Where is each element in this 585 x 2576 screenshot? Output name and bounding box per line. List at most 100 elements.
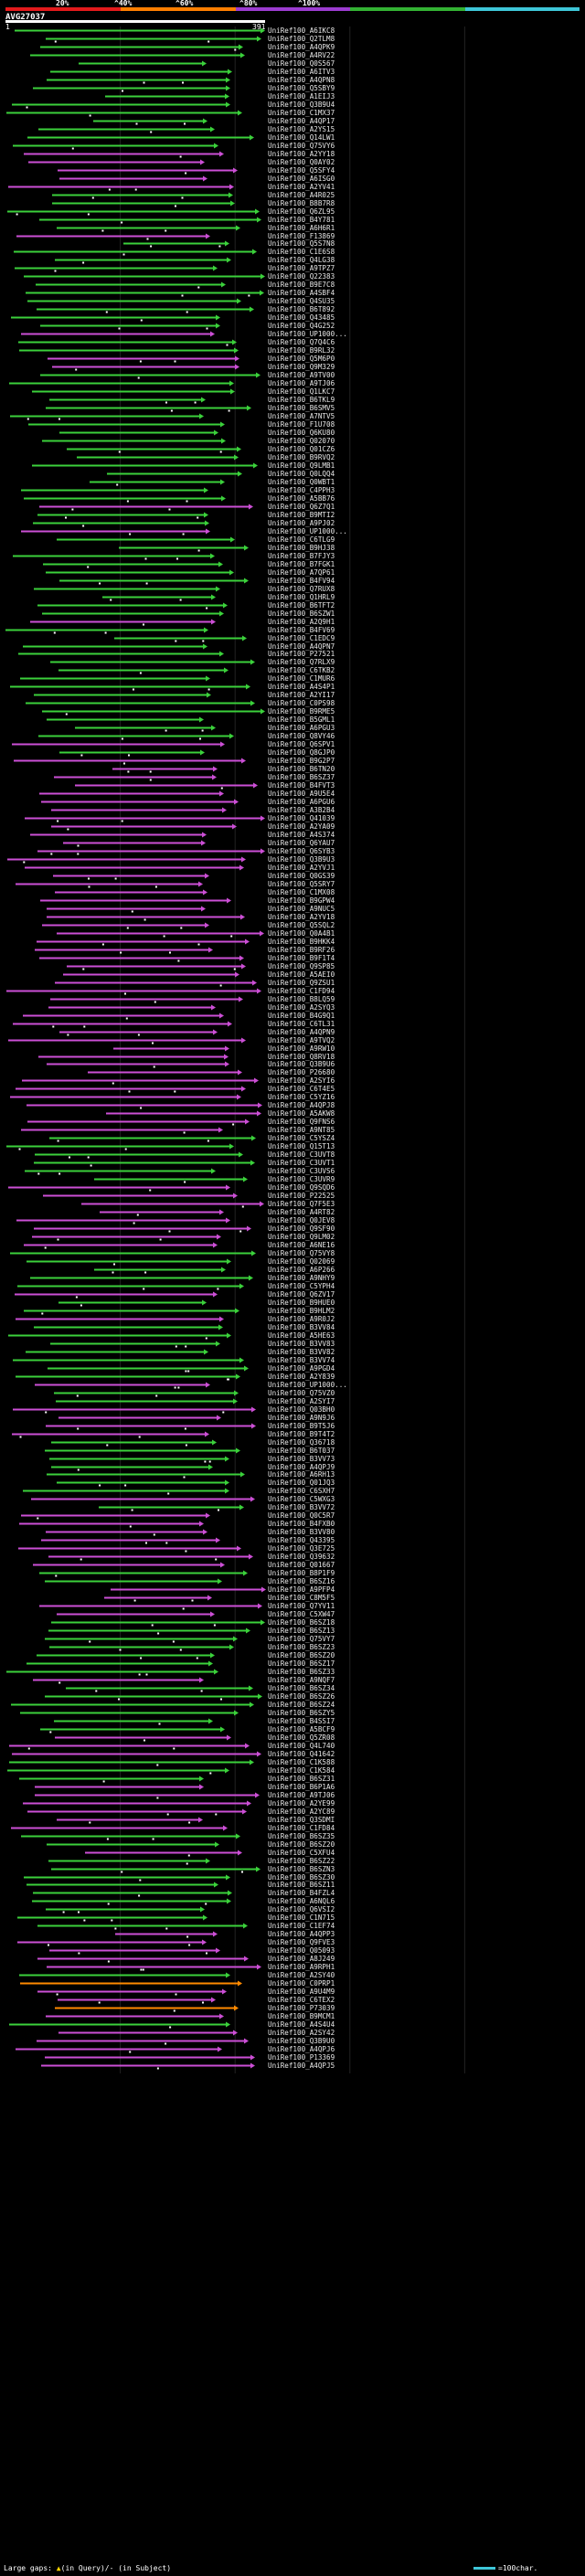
hit-alignment-bar[interactable] (34, 1225, 251, 1233)
hit-alignment-bar[interactable] (90, 479, 225, 486)
hit-alignment-bar[interactable] (37, 306, 254, 313)
hit-label[interactable]: UniRef100_A2Y839 (268, 1372, 335, 1381)
hit-label[interactable]: UniRef100_B9HKK4 (268, 937, 335, 946)
hit-label[interactable]: UniRef100_A4RV22 (268, 50, 335, 59)
hit-label[interactable]: UniRef100_A2SYQ3 (268, 1002, 335, 1012)
hit-label[interactable]: UniRef100_A9PFP4 (268, 1585, 335, 1594)
hit-label[interactable]: UniRef100_B4G9Q1 (268, 1011, 335, 1020)
hit-alignment-bar[interactable] (40, 323, 220, 330)
hit-label[interactable]: UniRef100_B9HLM2 (268, 1306, 335, 1315)
hit-alignment-bar[interactable] (43, 1193, 238, 1199)
hit-alignment-bar[interactable] (24, 151, 224, 158)
hit-label[interactable]: UniRef100_A2YI17 (268, 690, 335, 699)
hit-label[interactable]: UniRef100_A4QPJ8 (268, 1100, 335, 1109)
hit-label[interactable]: UniRef100_A9N9J6 (268, 1413, 335, 1422)
hit-alignment-bar[interactable] (55, 980, 257, 987)
hit-label[interactable]: UniRef100_A6PGU6 (268, 797, 335, 806)
hit-label[interactable]: UniRef100_B6SZ33 (268, 1667, 335, 1676)
hit-label[interactable]: UniRef100_P73039 (268, 2003, 335, 2012)
hit-alignment-bar[interactable] (8, 1184, 230, 1192)
hit-label[interactable]: UniRef100_B6SZ24 (268, 1700, 335, 1709)
hit-alignment-bar[interactable] (7, 1767, 229, 1775)
hit-alignment-bar[interactable] (37, 1923, 248, 1930)
hit-alignment-bar[interactable] (15, 27, 265, 34)
hit-label[interactable]: UniRef100_B3VV72 (268, 1502, 335, 1511)
hit-label[interactable]: UniRef100_Q3B9U4 (268, 100, 335, 109)
hit-alignment-bar[interactable] (47, 1964, 261, 1971)
hit-alignment-bar[interactable] (27, 134, 254, 141)
hit-alignment-bar[interactable] (15, 1291, 218, 1299)
hit-alignment-bar[interactable] (21, 1127, 223, 1134)
hit-alignment-bar[interactable] (50, 996, 243, 1003)
hit-alignment-bar[interactable] (58, 1997, 216, 2004)
hit-alignment-bar[interactable] (55, 257, 231, 264)
hit-alignment-bar[interactable] (115, 1931, 218, 1938)
hit-alignment-bar[interactable] (23, 1800, 251, 1807)
hit-alignment-bar[interactable] (18, 651, 224, 657)
hit-alignment-bar[interactable] (19, 347, 239, 354)
hit-alignment-bar[interactable] (19, 1776, 204, 1783)
hit-label[interactable]: UniRef100_A1EIJ3 (268, 91, 335, 101)
hit-label[interactable]: UniRef100_A9R0J2 (268, 1314, 335, 1323)
hit-alignment-bar[interactable] (77, 454, 239, 461)
hit-alignment-bar[interactable] (21, 528, 210, 535)
hit-label[interactable]: UniRef100_A6H6R1 (268, 223, 335, 232)
hit-alignment-bar[interactable] (6, 1669, 218, 1676)
hit-label[interactable]: UniRef100_Q9SP85 (268, 961, 335, 970)
hit-alignment-bar[interactable] (10, 1250, 256, 1256)
hit-alignment-bar[interactable] (41, 1537, 220, 1544)
hit-alignment-bar[interactable] (37, 1652, 215, 1659)
hit-alignment-bar[interactable] (43, 561, 223, 568)
hit-label[interactable]: UniRef100_Q6ZV17 (268, 1289, 335, 1299)
hit-label[interactable]: UniRef100_Q01JQ3 (268, 1478, 335, 1487)
hit-alignment-bar[interactable] (119, 545, 249, 552)
hit-alignment-bar[interactable] (45, 2054, 255, 2061)
hit-alignment-bar[interactable] (46, 405, 251, 412)
hit-label[interactable]: UniRef100_C6TL31 (268, 1019, 335, 1028)
hit-alignment-bar[interactable] (27, 1258, 231, 1266)
hit-alignment-bar[interactable] (47, 1061, 229, 1068)
hit-alignment-bar[interactable] (106, 1110, 261, 1117)
hit-label[interactable]: UniRef100_A4QPJ6 (268, 2044, 335, 2053)
hit-alignment-bar[interactable] (42, 922, 209, 929)
hit-alignment-bar[interactable] (30, 832, 207, 838)
hit-alignment-bar[interactable] (49, 397, 206, 404)
hit-label[interactable]: UniRef100_C6TLG9 (268, 535, 335, 544)
hit-alignment-bar[interactable] (23, 1012, 224, 1020)
hit-alignment-bar[interactable] (85, 1850, 242, 1857)
hit-label[interactable]: UniRef100_Q0A4B1 (268, 928, 335, 938)
hit-label[interactable]: UniRef100_Q1HRL9 (268, 592, 335, 601)
hit-label[interactable]: UniRef100_Q0C5R7 (268, 1511, 335, 1520)
hit-alignment-bar[interactable] (30, 619, 216, 626)
hit-alignment-bar[interactable] (17, 1914, 207, 1922)
hit-label[interactable]: UniRef100_A7QP61 (268, 567, 335, 577)
hit-alignment-bar[interactable] (27, 1660, 213, 1667)
hit-label[interactable]: UniRef100_Q6SYB3 (268, 846, 335, 855)
hit-label[interactable]: UniRef100_A5AEI0 (268, 970, 335, 979)
hit-label[interactable]: UniRef100_B3VV82 (268, 1347, 335, 1356)
hit-label[interactable]: UniRef100_C1E6S8 (268, 247, 335, 256)
hit-alignment-bar[interactable] (57, 1611, 215, 1617)
hit-alignment-bar[interactable] (57, 1817, 203, 1824)
hit-alignment-bar[interactable] (8, 184, 234, 191)
hit-label[interactable]: UniRef100_Q75VY7 (268, 1634, 335, 1643)
hit-alignment-bar[interactable] (49, 1644, 234, 1651)
hit-alignment-bar[interactable] (40, 44, 243, 51)
hit-label[interactable]: UniRef100_C1K584 (268, 1765, 335, 1775)
hit-label[interactable]: UniRef100_A9RW10 (268, 1044, 335, 1053)
hit-alignment-bar[interactable] (38, 126, 215, 133)
hit-label[interactable]: UniRef100_B4FXB0 (268, 1519, 335, 1528)
hit-alignment-bar[interactable] (35, 1382, 210, 1389)
hit-label[interactable]: UniRef100_Q01CZ6 (268, 444, 335, 453)
hit-label[interactable]: UniRef100_Q8VY46 (268, 731, 335, 740)
hit-label[interactable]: UniRef100_A6IKC8 (268, 26, 335, 35)
hit-label[interactable]: UniRef100_A2SYI6 (268, 1076, 335, 1085)
hit-alignment-bar[interactable] (7, 856, 246, 864)
hit-alignment-bar[interactable] (37, 1956, 249, 1963)
hit-label[interactable]: UniRef100_C1MX08 (268, 887, 335, 896)
hit-label[interactable]: UniRef100_A6P266 (268, 1265, 335, 1274)
hit-alignment-bar[interactable] (33, 1562, 225, 1568)
hit-alignment-bar[interactable] (11, 1701, 254, 1708)
hit-alignment-bar[interactable] (37, 1988, 227, 1996)
hit-label[interactable]: UniRef100_B3VV80 (268, 1527, 335, 1536)
